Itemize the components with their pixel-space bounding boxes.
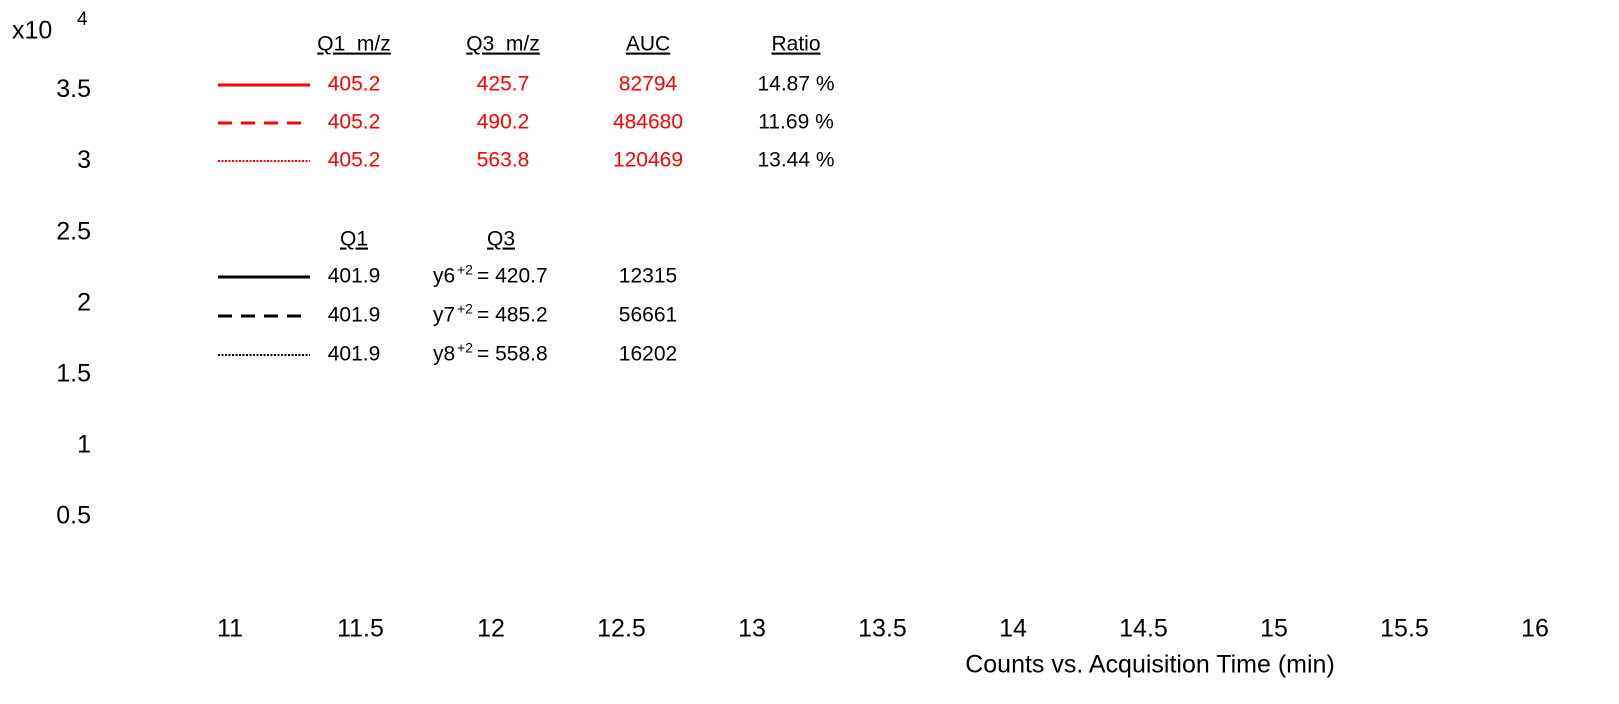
x-tick-label: 16 xyxy=(1521,615,1549,643)
legend-cell: 484680 xyxy=(613,111,683,134)
y-tick-label: 2.5 xyxy=(56,217,91,245)
x-tick-label: 15 xyxy=(1260,615,1288,643)
legend-cell: 16202 xyxy=(619,343,677,366)
x-tick-label: 15.5 xyxy=(1380,615,1429,643)
legend-cell: 401.9 xyxy=(328,265,381,288)
x-tick-label: 14 xyxy=(999,615,1027,643)
legend-header: Q3 m/z xyxy=(466,33,540,56)
legend-header: Ratio xyxy=(771,33,820,56)
legend-cell: 14.87 % xyxy=(757,73,834,96)
legend-cell: 12315 xyxy=(619,265,677,288)
legend-cell: y8 xyxy=(433,343,455,366)
legend-cell: y7 xyxy=(433,304,455,327)
x-tick-label: 13 xyxy=(738,615,766,643)
y-tick-label: 0.5 xyxy=(56,502,91,530)
legend-cell: 563.8 xyxy=(477,149,530,172)
legend-cell: = 485.2 xyxy=(477,304,548,327)
legend-header: Q1 xyxy=(340,228,368,251)
legend-cell: 120469 xyxy=(613,149,683,172)
y-tick-label: 1 xyxy=(77,430,91,458)
legend-cell: y6 xyxy=(433,265,455,288)
y-tick-label: 1.5 xyxy=(56,359,91,387)
legend-cell: 405.2 xyxy=(328,73,381,96)
x-tick-label: 11 xyxy=(217,615,243,643)
legend-cell: 401.9 xyxy=(328,343,381,366)
legend-cell: 13.44 % xyxy=(757,149,834,172)
legend-cell: 56661 xyxy=(619,304,677,327)
legend-header: Q3 xyxy=(487,228,515,251)
y-multiplier: x10 xyxy=(12,17,52,45)
legend-cell: 425.7 xyxy=(477,73,530,96)
x-axis-label: Counts vs. Acquisition Time (min) xyxy=(965,651,1335,679)
legend-cell: 405.2 xyxy=(328,149,381,172)
legend-cell: +2 xyxy=(457,340,473,356)
legend-header: AUC xyxy=(626,33,670,56)
y-multiplier-exponent: 4 xyxy=(77,9,88,30)
legend-cell: 82794 xyxy=(619,73,678,96)
y-tick-label: 3 xyxy=(77,146,91,174)
legend-header: Q1 m/z xyxy=(317,33,391,56)
legend-cell: 401.9 xyxy=(328,304,381,327)
x-tick-label: 11.5 xyxy=(337,615,384,643)
legend-cell: 405.2 xyxy=(328,111,381,134)
legend-cell: +2 xyxy=(457,262,473,278)
y-tick-label: 3.5 xyxy=(56,75,91,103)
x-tick-label: 12 xyxy=(477,615,505,643)
x-tick-label: 13.5 xyxy=(858,615,907,643)
legend-cell: = 420.7 xyxy=(477,265,548,288)
legend-cell: 490.2 xyxy=(477,111,530,134)
legend-cell: = 558.8 xyxy=(477,343,548,366)
x-tick-label: 14.5 xyxy=(1119,615,1168,643)
x-tick-label: 12.5 xyxy=(597,615,646,643)
legend-cell: 11.69 % xyxy=(758,111,834,134)
legend-cell: +2 xyxy=(457,301,473,317)
y-tick-label: 2 xyxy=(77,288,91,316)
